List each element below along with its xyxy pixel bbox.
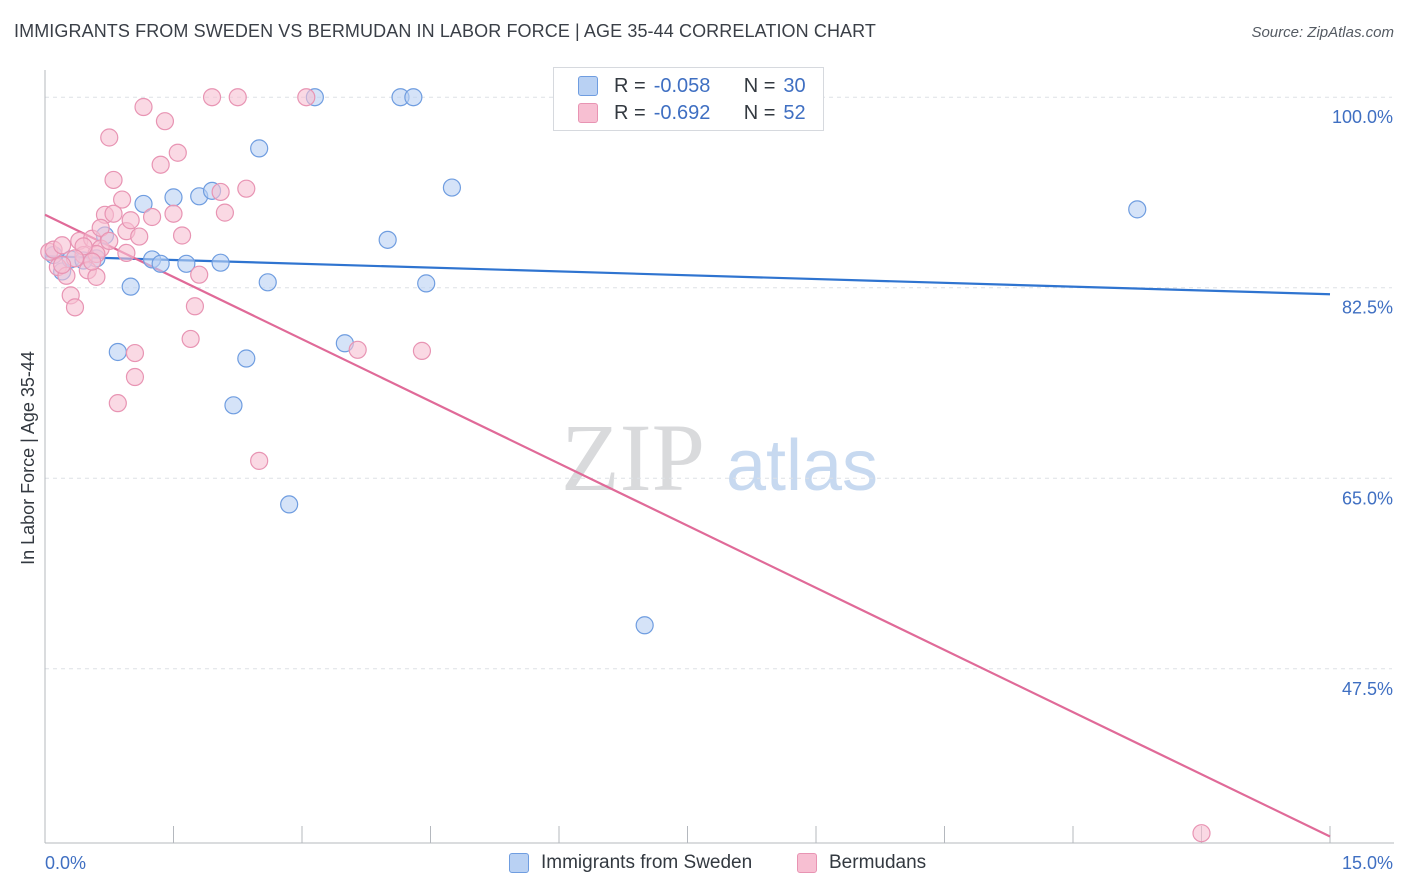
bermudan-point: [83, 252, 102, 271]
bermudan-point: [104, 204, 123, 223]
bermudan-point: [237, 179, 256, 198]
bermudan-point: [250, 451, 269, 470]
sweden-point: [164, 188, 183, 207]
bermudan-trendline: [44, 213, 1331, 838]
bermudan-point: [172, 226, 192, 245]
bermudan-point: [53, 255, 72, 274]
bermudan-point: [297, 88, 316, 107]
sweden-point: [378, 230, 397, 249]
legend-r-label: R =: [614, 74, 646, 97]
bermudan-point: [168, 143, 187, 162]
bermudan-point: [130, 227, 149, 246]
x-tick-label: 0.0%: [45, 853, 86, 873]
sweden-trendline: [44, 255, 1331, 296]
bermudan-point: [108, 394, 127, 413]
bermudan-point: [211, 182, 230, 202]
bermudan-point: [348, 340, 367, 359]
bermudan-point: [87, 267, 106, 286]
bermudan-point: [228, 88, 247, 107]
sweden-point: [134, 194, 153, 214]
y-tick-label: 47.5%: [1342, 679, 1393, 699]
bermudan-point: [202, 88, 222, 107]
sweden-point: [211, 253, 230, 272]
legend-n-value: 52: [783, 101, 806, 124]
axes: [44, 70, 1394, 844]
sweden-point: [280, 495, 299, 514]
stats-legend: R = -0.058 N = 30 R = -0.692 N = 52: [553, 67, 824, 131]
bermudan-point: [1192, 824, 1211, 843]
bermudan-point: [125, 343, 145, 363]
bermudan-point: [91, 218, 110, 237]
bottom-legend-swatch-bermudans: [797, 853, 817, 873]
legend-n-label: N =: [743, 74, 776, 97]
sweden-point: [121, 277, 140, 296]
y-tick-label: 82.5%: [1342, 298, 1393, 318]
bermudan-point: [412, 341, 432, 360]
source-label: Source: ZipAtlas.com: [1251, 24, 1394, 41]
trendlines: [44, 213, 1331, 838]
bottom-legend-label-sweden: Immigrants from Sweden: [541, 852, 753, 873]
x-tick-label: 15.0%: [1342, 853, 1393, 873]
bermudan-point: [215, 203, 234, 222]
bottom-legend-swatch-sweden: [509, 853, 529, 873]
legend-n-value: 30: [783, 74, 806, 97]
sweden-point: [1128, 200, 1147, 219]
sweden-point: [237, 349, 256, 368]
legend-r-value: -0.692: [653, 101, 711, 124]
sweden-point: [258, 273, 277, 292]
bermudan-point: [142, 207, 162, 227]
watermark-atlas: atlas: [726, 426, 878, 506]
points: [40, 88, 1211, 843]
bermudan-point: [121, 211, 140, 230]
bermudan-point: [117, 243, 136, 263]
sweden-point: [108, 342, 127, 362]
bermudan-point: [164, 204, 183, 223]
bermudan-point: [134, 97, 153, 117]
sweden-point: [250, 139, 269, 158]
legend-n-label: N =: [743, 101, 776, 124]
sweden-point: [177, 254, 196, 273]
sweden-point: [635, 616, 654, 635]
watermark: ZIP atlas: [561, 404, 878, 511]
bermudan-point: [151, 155, 170, 174]
legend-r-value: -0.058: [653, 74, 711, 97]
sweden-point: [404, 88, 423, 107]
bermudan-point: [155, 112, 175, 131]
watermark-zip: ZIP: [561, 404, 705, 511]
y-axis-label: In Labor Force | Age 35-44: [18, 351, 38, 565]
sweden-point: [151, 254, 170, 273]
bermudan-point: [65, 298, 85, 317]
bermudan-point: [125, 367, 145, 387]
bottom-legend-label-bermudans: Bermudans: [829, 852, 927, 873]
bermudan-point: [53, 236, 72, 255]
legend-swatch-sweden: [578, 76, 598, 96]
tick-labels: 100.0% 82.5% 65.0% 47.5% 0.0% 15.0%: [45, 107, 1393, 873]
bermudan-point: [185, 297, 205, 316]
bottom-legend-sweden: Immigrants from Sweden: [509, 852, 752, 874]
legend-r-label: R =: [614, 101, 646, 124]
bermudan-point: [112, 190, 132, 209]
sweden-point: [224, 396, 243, 415]
legend-row-sweden: R = -0.058 N = 30: [578, 74, 806, 98]
bermudan-point: [100, 231, 119, 251]
bermudan-point: [104, 170, 123, 190]
sweden-point: [442, 178, 462, 197]
y-tick-label: 100.0%: [1332, 107, 1393, 127]
bermudan-point: [181, 329, 200, 349]
sweden-point: [417, 274, 436, 293]
legend-row-bermudans: R = -0.692 N = 52: [578, 101, 806, 125]
y-tick-label: 65.0%: [1342, 488, 1393, 508]
chart-title: IMMIGRANTS FROM SWEDEN VS BERMUDAN IN LA…: [14, 21, 877, 41]
bottom-legend-bermudans: Bermudans: [797, 852, 926, 874]
bermudan-point: [100, 128, 119, 147]
bermudan-point: [190, 265, 209, 284]
legend-swatch-bermudans: [578, 103, 598, 123]
